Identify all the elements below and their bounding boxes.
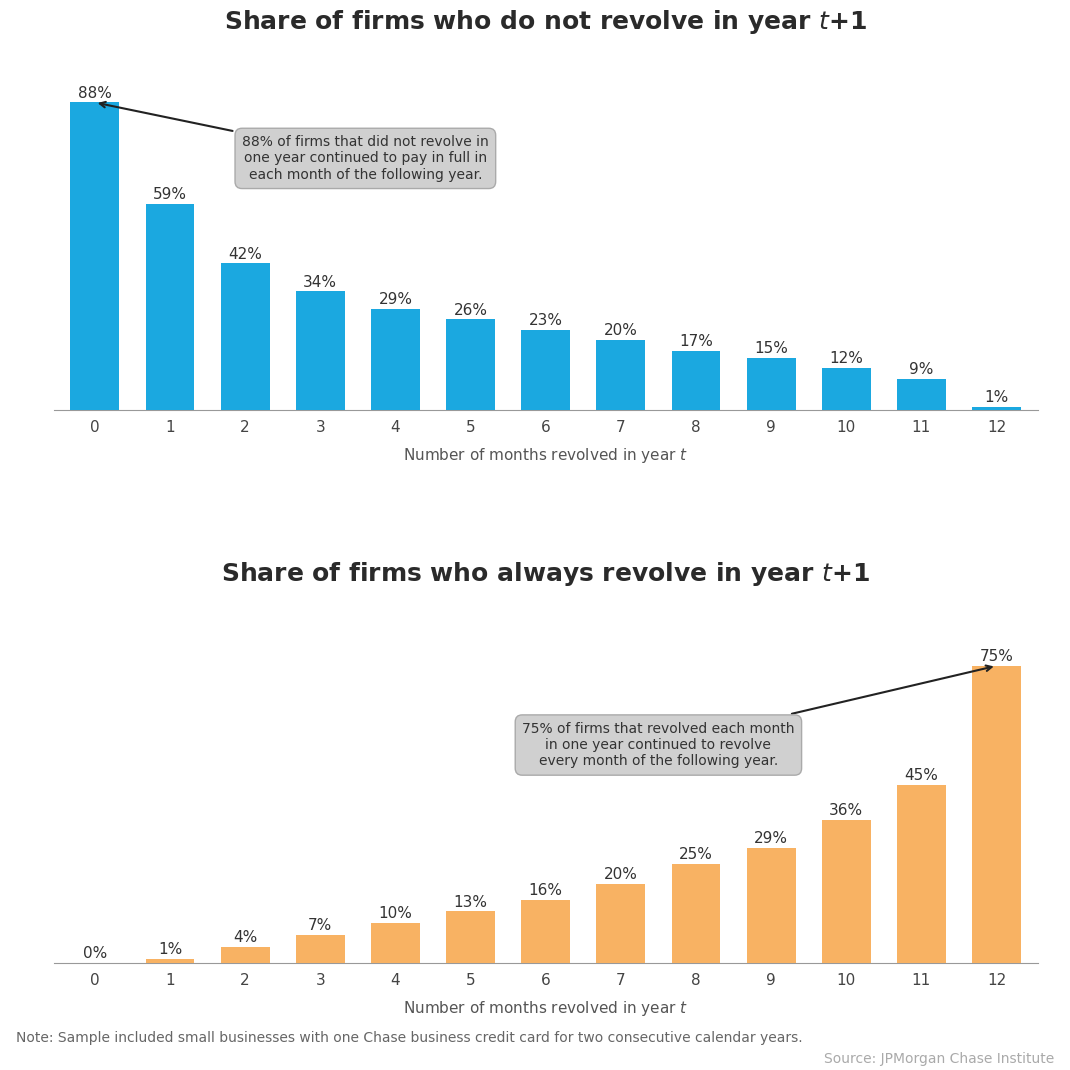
Bar [371, 309, 419, 410]
Bar [596, 340, 645, 410]
Bar [747, 849, 796, 963]
Text: 16%: 16% [529, 883, 563, 898]
Text: 34%: 34% [303, 275, 337, 290]
Text: 29%: 29% [379, 292, 412, 307]
X-axis label: Number of months revolved in year $t$: Number of months revolved in year $t$ [403, 446, 688, 465]
Bar [897, 379, 946, 410]
Text: 42%: 42% [228, 246, 262, 261]
Text: 12%: 12% [829, 351, 863, 366]
Bar [371, 923, 419, 963]
Bar [295, 291, 345, 410]
Text: 4%: 4% [233, 930, 257, 945]
Bar [446, 912, 495, 963]
Text: 23%: 23% [529, 314, 563, 328]
Bar [897, 784, 946, 963]
Text: 13%: 13% [454, 895, 488, 910]
Text: 0%: 0% [82, 946, 107, 961]
Text: 26%: 26% [454, 303, 488, 318]
Text: 1%: 1% [158, 942, 182, 957]
Bar [146, 959, 195, 963]
Text: Source: JPMorgan Chase Institute: Source: JPMorgan Chase Institute [824, 1052, 1054, 1067]
Bar [747, 357, 796, 410]
Text: 75% of firms that revolved each month
in one year continued to revolve
every mon: 75% of firms that revolved each month in… [522, 666, 992, 768]
Text: 59%: 59% [153, 187, 187, 202]
Bar [973, 666, 1021, 963]
Bar [973, 407, 1021, 410]
Text: 20%: 20% [603, 323, 638, 338]
X-axis label: Number of months revolved in year $t$: Number of months revolved in year $t$ [403, 998, 688, 1018]
Bar [446, 319, 495, 410]
Text: 7%: 7% [308, 918, 333, 933]
Bar [220, 947, 270, 963]
Text: 45%: 45% [904, 767, 938, 782]
Text: 88% of firms that did not revolve in
one year continued to pay in full in
each m: 88% of firms that did not revolve in one… [100, 102, 489, 182]
Text: 75%: 75% [980, 648, 1013, 663]
Bar [220, 263, 270, 410]
Text: Note: Sample included small businesses with one Chase business credit card for t: Note: Sample included small businesses w… [16, 1030, 802, 1045]
Bar [672, 351, 720, 410]
Bar [521, 330, 570, 410]
Text: 17%: 17% [679, 334, 713, 349]
Text: 15%: 15% [754, 341, 789, 356]
Text: 10%: 10% [379, 906, 412, 921]
Bar [146, 204, 195, 410]
Text: 88%: 88% [78, 86, 111, 101]
Text: 20%: 20% [603, 867, 638, 882]
Bar [822, 368, 871, 410]
Text: 1%: 1% [984, 389, 1009, 404]
Bar [71, 103, 119, 410]
Text: 25%: 25% [679, 847, 713, 862]
Bar [295, 935, 345, 963]
Text: 36%: 36% [829, 804, 863, 819]
Bar [822, 821, 871, 963]
Title: Share of firms who always revolve in year $t$+1: Share of firms who always revolve in yea… [221, 561, 870, 589]
Bar [521, 900, 570, 963]
Text: 29%: 29% [754, 831, 789, 846]
Bar [672, 863, 720, 963]
Text: 9%: 9% [910, 362, 934, 377]
Title: Share of firms who do not revolve in year $t$+1: Share of firms who do not revolve in yea… [225, 7, 867, 35]
Bar [596, 884, 645, 963]
